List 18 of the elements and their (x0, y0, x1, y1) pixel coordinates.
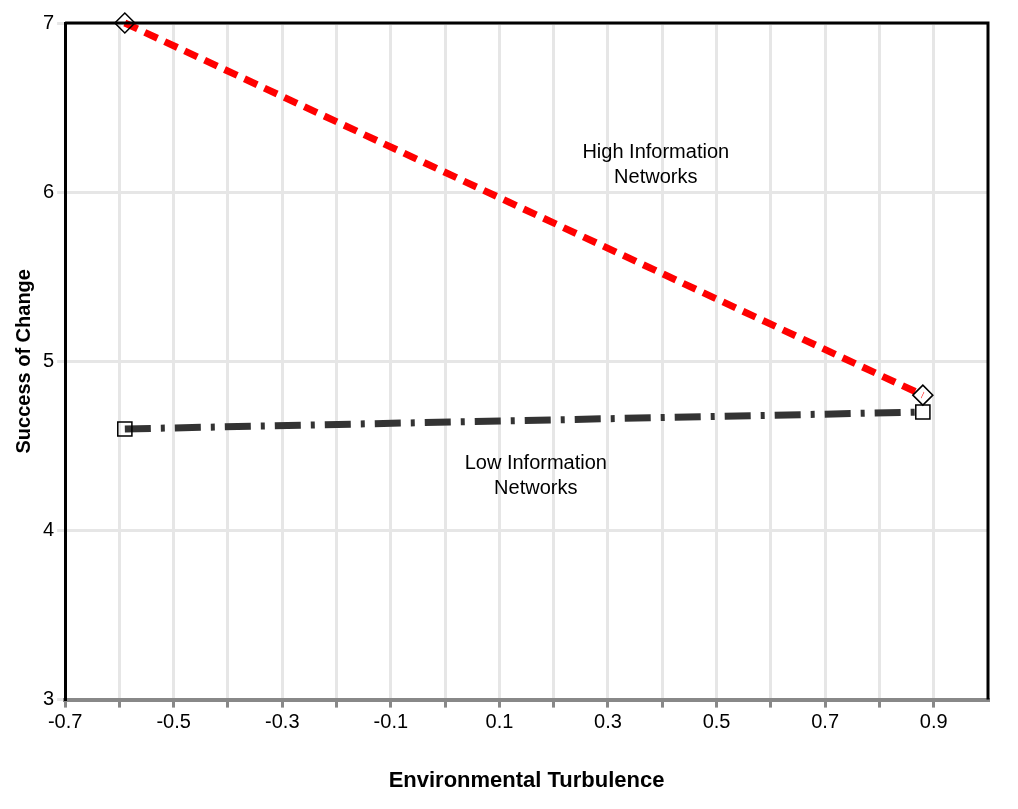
x-tick-label: -0.7 (47, 710, 83, 733)
x-tick-label: 0.5 (702, 710, 731, 733)
x-tick-label: -0.3 (265, 710, 300, 733)
x-tick-label: 0.3 (594, 710, 622, 733)
annotation: Low Information Networks (464, 451, 607, 499)
x-axis-title: Environmental Turbulence (388, 766, 665, 792)
annotation: High Information Networks (582, 140, 730, 188)
y-tick-label: 7 (43, 10, 55, 33)
x-tick-label: -0.1 (373, 710, 409, 733)
y-axis-title: Success of Change (11, 269, 34, 454)
x-tick-label: 0.7 (811, 710, 840, 733)
x-tick-label: 0.1 (485, 710, 514, 733)
y-tick-label: 4 (43, 517, 55, 540)
x-tick-label: -0.5 (156, 710, 191, 733)
x-tick-label: 0.9 (919, 710, 948, 733)
y-tick-label: 6 (43, 179, 55, 202)
y-tick-label: 3 (43, 687, 55, 710)
y-tick-label: 5 (43, 348, 55, 371)
